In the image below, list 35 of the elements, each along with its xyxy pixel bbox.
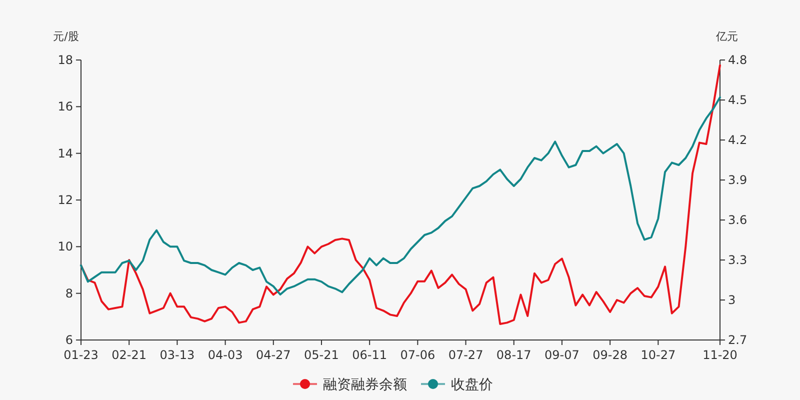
x-tick-label: 10-27: [640, 348, 676, 362]
line-series: [80, 64, 721, 325]
y2-tick-label: 3.9: [728, 173, 748, 187]
y-tick-label: 16: [58, 100, 73, 114]
x-tick-label: 11-20: [702, 348, 738, 362]
y-tick-label: 8: [65, 286, 73, 300]
y2-tick-label: 2.7: [728, 333, 748, 347]
y2-tick-label: 4.5: [728, 93, 748, 107]
line-series: [80, 96, 721, 296]
y-tick-label: 14: [58, 146, 73, 160]
x-tick-label: 02-21: [112, 348, 147, 362]
x-tick-label: 09-28: [592, 348, 628, 362]
legend-label: 融资融券余额: [323, 377, 407, 393]
x-tick-label: 01-23: [64, 348, 98, 362]
x-tick-label: 07-27: [448, 348, 484, 362]
x-tick-label: 04-27: [256, 348, 291, 362]
y-tick-label: 6: [65, 333, 73, 347]
y2-tick-label: 3.3: [728, 253, 748, 267]
x-tick-label: 04-03: [208, 348, 243, 362]
x-tick-label: 03-13: [160, 348, 195, 362]
y-tick-label: 10: [58, 240, 73, 254]
x-tick-label: 09-07: [544, 348, 580, 362]
y2-tick-label: 3: [728, 293, 736, 307]
y-axis-title: 元/股: [53, 30, 79, 43]
legend-label: 收盘价: [451, 377, 493, 393]
y-tick-label: 18: [58, 53, 73, 67]
x-tick-label: 08-17: [496, 348, 532, 362]
x-tick-label: 05-21: [304, 348, 339, 362]
y-tick-label: 12: [58, 193, 73, 207]
y2-axis-title: 亿元: [715, 30, 738, 43]
x-tick-label: 07-06: [400, 348, 436, 362]
y2-tick-label: 3.6: [728, 213, 748, 227]
x-tick-label: 06-11: [352, 348, 388, 362]
y2-tick-label: 4.8: [728, 53, 748, 67]
y2-tick-label: 4.2: [728, 133, 748, 147]
